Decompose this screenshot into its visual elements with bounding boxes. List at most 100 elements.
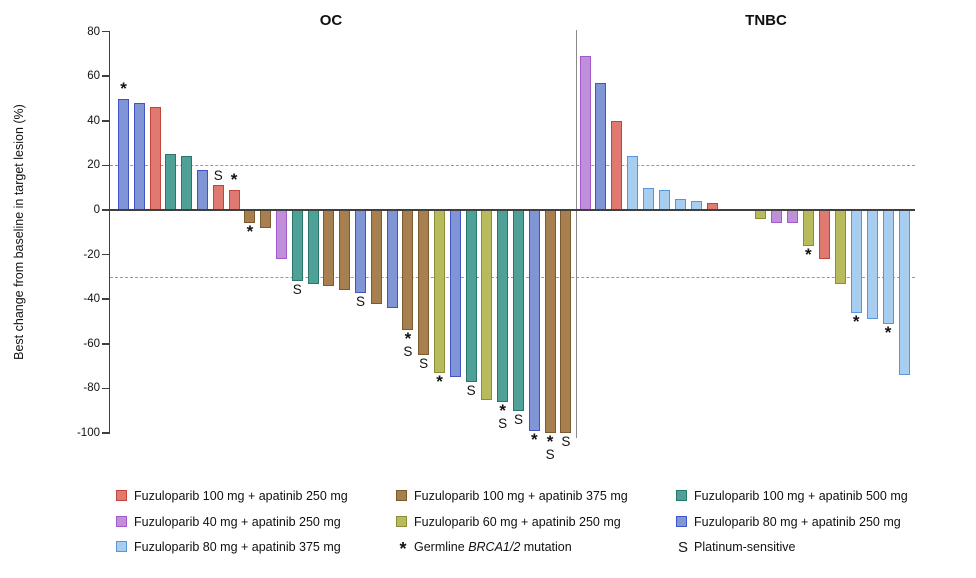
legend-swatch-f100_a250	[116, 490, 127, 501]
legend-label-part: BRCA1/2	[468, 540, 521, 554]
bar-oc-11	[276, 210, 287, 260]
platinum-s-icon: S	[677, 539, 688, 556]
bar-oc-5	[181, 156, 193, 210]
legend-swatch-f80_a375	[116, 541, 127, 552]
legend-label-platinum: Platinum-sensitive	[694, 540, 796, 554]
bar-oc-4	[165, 154, 177, 210]
y-tick-label: 20	[87, 159, 100, 172]
y-tick-mark	[102, 432, 109, 434]
bar-oc-28	[544, 210, 556, 433]
reference-line-20	[110, 165, 915, 167]
bar-tnbc-20	[882, 210, 894, 324]
brca-star-marker: *	[804, 244, 812, 264]
zero-baseline	[110, 209, 915, 211]
bar-oc-19	[402, 210, 414, 331]
bar-oc-18	[386, 210, 398, 309]
y-axis-line	[108, 31, 110, 434]
legend-label-f100_a250: Fuzuloparib 100 mg + apatinib 250 mg	[134, 489, 348, 503]
bar-oc-3	[149, 107, 161, 210]
group-title-tnbc: TNBC	[745, 12, 787, 29]
platinum-s-marker: S	[513, 411, 523, 427]
y-tick-label: 40	[87, 114, 100, 127]
bar-tnbc-15	[802, 210, 814, 246]
legend-swatch-f100_a500	[676, 490, 687, 501]
y-tick-mark	[102, 387, 109, 390]
bar-oc-27	[528, 210, 540, 431]
y-tick-label: -100	[76, 427, 100, 439]
y-tick-label: -40	[83, 293, 100, 306]
bar-oc-15	[339, 210, 351, 291]
legend-label-f100_a500: Fuzuloparib 100 mg + apatinib 500 mg	[694, 489, 908, 503]
legend-swatch-f100_a375	[396, 490, 407, 501]
brca-star-marker: *	[884, 322, 892, 342]
platinum-s-marker: S	[213, 168, 223, 184]
legend-label-part: Germline	[414, 540, 469, 554]
bar-oc-7	[212, 185, 224, 210]
bar-oc-24	[481, 210, 493, 400]
bar-oc-23	[465, 210, 477, 382]
brca-star-marker: *	[230, 169, 238, 189]
bar-tnbc-19	[866, 210, 878, 320]
legend-label-f100_a375: Fuzuloparib 100 mg + apatinib 375 mg	[414, 489, 628, 503]
y-tick-mark	[102, 298, 109, 300]
platinum-s-marker: S	[419, 355, 429, 371]
y-tick-mark	[102, 75, 109, 77]
bar-tnbc-5	[643, 187, 655, 210]
bar-oc-26	[513, 210, 524, 411]
bar-tnbc-3	[611, 120, 623, 210]
brca-star-marker: *	[852, 311, 860, 331]
y-tick-label: -60	[83, 337, 100, 350]
legend-swatch-f60_a250	[396, 515, 407, 527]
platinum-s-marker: S	[292, 282, 302, 298]
platinum-s-marker: S	[355, 293, 365, 309]
legend-label-f80_a375: Fuzuloparib 80 mg + apatinib 375 mg	[134, 540, 341, 554]
group-title-oc: OC	[319, 12, 343, 29]
brca-star-marker: *	[499, 400, 506, 420]
bar-oc-14	[323, 210, 335, 286]
bar-oc-16	[355, 210, 366, 293]
y-axis-title: Best change from baseline in target lesi…	[12, 104, 26, 360]
bar-oc-22	[449, 210, 461, 378]
bar-tnbc-12	[754, 210, 766, 219]
platinum-s-marker: S	[545, 447, 555, 462]
bar-oc-1	[118, 98, 129, 210]
platinum-s-marker: S	[403, 344, 413, 360]
legend-label-f60_a250: Fuzuloparib 60 mg + apatinib 250 mg	[414, 514, 621, 529]
legend-label-f40_a250: Fuzuloparib 40 mg + apatinib 250 mg	[134, 514, 341, 529]
platinum-s-marker: S	[466, 382, 476, 398]
bar-oc-17	[370, 210, 382, 304]
group-separator-line	[576, 30, 578, 438]
y-tick-mark	[102, 343, 109, 345]
bar-oc-29	[560, 210, 572, 433]
legend-swatch-f40_a250	[116, 515, 127, 527]
platinum-s-marker: S	[561, 434, 571, 449]
bar-oc-20	[418, 210, 430, 355]
bar-tnbc-16	[818, 210, 830, 260]
y-tick-mark	[102, 209, 109, 211]
bar-oc-25	[497, 210, 509, 402]
platinum-s-marker: S	[498, 415, 508, 431]
brca-star-marker: *	[246, 222, 254, 242]
bar-oc-21	[434, 210, 445, 373]
brca-star-marker: *	[436, 371, 443, 391]
y-tick-label: 0	[93, 204, 100, 216]
bar-tnbc-14	[786, 210, 798, 224]
bar-tnbc-4	[627, 156, 639, 210]
y-tick-label: -20	[83, 248, 100, 261]
bar-oc-13	[307, 210, 319, 284]
y-tick-mark	[102, 253, 109, 256]
y-tick-mark	[102, 164, 109, 167]
bar-oc-9	[244, 210, 256, 224]
brca-star-marker: *	[404, 329, 412, 349]
bar-oc-12	[291, 210, 303, 282]
bar-oc-10	[260, 210, 272, 228]
bar-oc-2	[133, 102, 145, 210]
brca-star-marker: *	[120, 78, 127, 98]
brca-star-marker: *	[530, 429, 538, 449]
legend-label-brca: Germline BRCA1/2 mutation	[414, 540, 572, 555]
bar-tnbc-2	[595, 82, 607, 210]
bar-tnbc-18	[850, 210, 862, 313]
reference-line--30	[110, 276, 915, 278]
legend-swatch-f80_a250	[676, 515, 687, 527]
